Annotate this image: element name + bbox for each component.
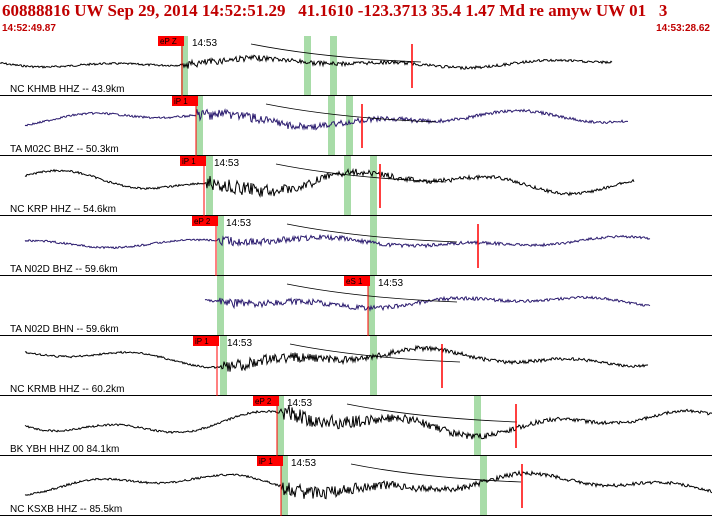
seismic-waveform xyxy=(24,469,712,500)
phase-pick-box[interactable] xyxy=(192,216,218,226)
time-label: 14:53 xyxy=(226,218,251,229)
time-label: 14:53 xyxy=(291,458,316,469)
coda-curve xyxy=(286,283,458,303)
waveform-canvas[interactable]: eP Z 14:53 NC KHMB HHZ -- 43.9km iP 1 TA M02… xyxy=(0,36,712,518)
phase-pick-box[interactable] xyxy=(172,96,198,106)
station-label: TA N02D BHN -- 59.6km xyxy=(10,324,119,335)
phase-pick-label: iP 1 xyxy=(174,97,188,106)
seismic-waveform xyxy=(204,295,651,312)
event-title: 60888816 UW Sep 29, 2014 14:52:51.29 41.… xyxy=(2,1,668,20)
station-label: TA M02C BHZ -- 50.3km xyxy=(10,144,119,155)
coda-curve xyxy=(350,463,522,483)
pick-window-band xyxy=(277,396,284,456)
phase-pick-box[interactable] xyxy=(193,336,219,346)
phase-pick-label: iP 1 xyxy=(195,337,209,346)
phase-pick-box[interactable] xyxy=(253,396,279,406)
trace-panel[interactable]: eP 2 14:53 BK YBH HHZ 00 84.1km xyxy=(0,396,712,456)
seismic-waveform xyxy=(24,233,651,250)
trace-panel[interactable]: iP 1 14:53 NC KRP HHZ -- 54.6km xyxy=(0,156,712,216)
station-label: TA N02D BHZ -- 59.6km xyxy=(10,264,118,275)
coda-curve xyxy=(289,343,461,363)
window-end-time: 14:53:28.62 xyxy=(656,23,710,34)
trace-panel[interactable]: iP 1 14:53 NC KSXB HHZ -- 85.5km xyxy=(0,456,712,516)
station-label: NC KRMB HHZ -- 60.2km xyxy=(10,384,124,395)
waveform-panels[interactable]: eP Z 14:53 NC KHMB HHZ -- 43.9km iP 1 TA M02… xyxy=(0,36,712,518)
time-label: 14:53 xyxy=(378,278,403,289)
seismic-waveform xyxy=(0,54,613,71)
pick-window-band xyxy=(328,96,335,156)
time-label: 14:53 xyxy=(192,38,217,49)
pick-window-band xyxy=(304,36,311,96)
pick-window-band xyxy=(370,216,377,276)
seismic-waveform xyxy=(24,167,635,198)
trace-panel[interactable]: eS 1 14:53 TA N02D BHN -- 59.6km xyxy=(0,276,712,336)
pick-window-band xyxy=(217,276,224,336)
pick-window-band xyxy=(217,216,224,276)
pick-window-band xyxy=(330,36,337,96)
pick-window-band xyxy=(474,396,481,456)
pick-window-band xyxy=(196,96,203,156)
pick-window-band xyxy=(370,156,377,216)
station-label: NC KSXB HHZ -- 85.5km xyxy=(10,504,122,515)
coda-curve xyxy=(346,403,518,423)
phase-pick-label: eS 1 xyxy=(346,277,363,286)
phase-pick-label: eP 2 xyxy=(255,397,272,406)
station-label: NC KHMB HHZ -- 43.9km xyxy=(10,84,124,95)
seismic-waveform xyxy=(24,405,712,440)
pick-window-band xyxy=(370,336,377,396)
trace-panel[interactable]: iP 1 TA M02C BHZ -- 50.3km xyxy=(0,96,712,156)
time-label: 14:53 xyxy=(227,338,252,349)
phase-pick-label: eP Z xyxy=(160,37,177,46)
phase-pick-box[interactable] xyxy=(158,36,184,46)
pick-window-band xyxy=(346,96,353,156)
time-label: 14:53 xyxy=(214,158,239,169)
phase-pick-box[interactable] xyxy=(344,276,370,286)
phase-pick-box[interactable] xyxy=(180,156,206,166)
trace-panel[interactable]: eP 2 14:53 TA N02D BHZ -- 59.6km xyxy=(0,216,712,276)
trace-panel[interactable]: iP 1 14:53 NC KRMB HHZ -- 60.2km xyxy=(0,336,712,396)
coda-curve xyxy=(275,163,447,183)
window-start-time: 14:52:49.87 xyxy=(2,23,56,34)
pick-window-band xyxy=(368,276,375,336)
phase-pick-label: iP 1 xyxy=(182,157,196,166)
time-label: 14:53 xyxy=(287,398,312,409)
pick-window-band xyxy=(281,456,288,516)
coda-curve xyxy=(265,103,437,123)
station-label: BK YBH HHZ 00 84.1km xyxy=(10,444,119,455)
station-label: NC KRP HHZ -- 54.6km xyxy=(10,204,116,215)
trace-panel[interactable]: eP Z 14:53 NC KHMB HHZ -- 43.9km xyxy=(0,36,712,96)
phase-pick-label: eP 2 xyxy=(194,217,211,226)
seismic-waveform xyxy=(24,108,628,131)
event-header: 60888816 UW Sep 29, 2014 14:52:51.29 41.… xyxy=(0,0,712,36)
phase-pick-label: iP 1 xyxy=(259,457,273,466)
pick-window-band xyxy=(480,456,487,516)
phase-pick-box[interactable] xyxy=(257,456,283,466)
pick-window-band xyxy=(344,156,351,216)
seismic-waveform xyxy=(24,344,649,372)
coda-curve xyxy=(250,43,422,63)
coda-curve xyxy=(286,223,458,243)
